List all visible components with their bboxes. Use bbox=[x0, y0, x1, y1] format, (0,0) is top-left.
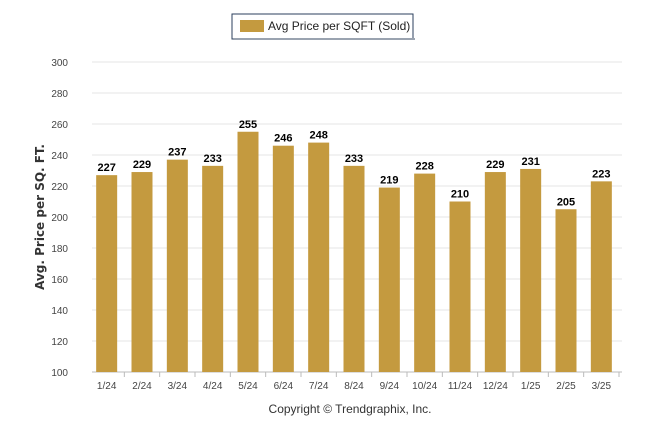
bar bbox=[202, 165, 224, 372]
bar bbox=[343, 165, 365, 372]
y-tick-label: 220 bbox=[51, 182, 68, 193]
x-tick-label: 3/25 bbox=[592, 381, 612, 392]
bar bbox=[166, 159, 188, 372]
bar-value-label: 255 bbox=[239, 119, 257, 131]
x-tick-label: 8/24 bbox=[344, 381, 364, 392]
y-tick-label: 280 bbox=[51, 89, 68, 100]
bars bbox=[96, 131, 612, 372]
x-tick-label: 11/24 bbox=[448, 381, 473, 392]
legend-swatch bbox=[240, 20, 264, 32]
copyright-footer: Copyright © Trendgraphix, Inc. bbox=[269, 402, 432, 416]
bar bbox=[414, 173, 436, 372]
y-tick-label: 100 bbox=[51, 368, 68, 379]
y-tick-label: 260 bbox=[51, 120, 68, 131]
y-axis-ticks: 100 120 140 160 180 200 220 240 260 280 300 bbox=[51, 58, 68, 379]
y-tick-label: 180 bbox=[51, 244, 68, 255]
y-tick-label: 120 bbox=[51, 337, 68, 348]
x-tick-label: 1/25 bbox=[521, 381, 541, 392]
x-tick-label: 2/25 bbox=[556, 381, 576, 392]
x-axis-ticks: 1/24 2/24 3/24 4/24 5/24 6/24 7/24 8/24 9/24 10/2… bbox=[97, 372, 620, 392]
bar-value-label: 248 bbox=[309, 130, 327, 142]
x-tick-label: 5/24 bbox=[238, 381, 258, 392]
bar-value-label: 229 bbox=[486, 159, 504, 171]
bar bbox=[378, 187, 400, 372]
x-tick-label: 7/24 bbox=[309, 381, 329, 392]
x-tick-label: 9/24 bbox=[380, 381, 400, 392]
x-tick-label: 4/24 bbox=[203, 381, 223, 392]
x-tick-label: 12/24 bbox=[483, 381, 508, 392]
bar bbox=[590, 181, 612, 372]
bar bbox=[484, 172, 506, 372]
bar-value-label: 237 bbox=[168, 147, 186, 159]
bar bbox=[272, 145, 294, 372]
bar-value-label: 210 bbox=[451, 189, 469, 201]
y-tick-label: 140 bbox=[51, 306, 68, 317]
bar-value-label: 231 bbox=[521, 156, 539, 168]
bar-value-label: 233 bbox=[203, 153, 221, 165]
x-tick-label: 2/24 bbox=[132, 381, 152, 392]
bar bbox=[308, 142, 330, 372]
legend: Avg Price per SQFT (Sold) bbox=[231, 13, 415, 40]
bar bbox=[131, 172, 153, 372]
y-tick-label: 300 bbox=[51, 58, 68, 69]
y-axis-label: Avg. Price per SQ. FT. bbox=[33, 144, 47, 290]
bar-value-label: 228 bbox=[415, 161, 433, 173]
bar-value-label: 233 bbox=[345, 153, 363, 165]
y-tick-label: 240 bbox=[51, 151, 68, 162]
x-tick-label: 6/24 bbox=[274, 381, 294, 392]
bar bbox=[96, 175, 118, 372]
x-tick-label: 3/24 bbox=[168, 381, 188, 392]
bar-value-label: 229 bbox=[133, 159, 151, 171]
legend-label: Avg Price per SQFT (Sold) bbox=[268, 19, 410, 33]
bar-value-label: 219 bbox=[380, 175, 398, 187]
bar-value-label: 246 bbox=[274, 133, 292, 145]
x-tick-label: 10/24 bbox=[412, 381, 437, 392]
value-labels: 227 229 237 233 255 246 248 233 219 228 210 229 231 2… bbox=[97, 119, 610, 209]
bar-value-label: 205 bbox=[557, 196, 575, 208]
y-tick-label: 160 bbox=[51, 275, 68, 286]
x-tick-label: 1/24 bbox=[97, 381, 117, 392]
bar-value-label: 227 bbox=[97, 162, 115, 174]
bar-value-label: 223 bbox=[592, 168, 610, 180]
bar bbox=[555, 209, 577, 372]
bar bbox=[449, 201, 471, 372]
y-tick-label: 200 bbox=[51, 213, 68, 224]
bar bbox=[237, 131, 259, 372]
bar bbox=[520, 168, 542, 372]
